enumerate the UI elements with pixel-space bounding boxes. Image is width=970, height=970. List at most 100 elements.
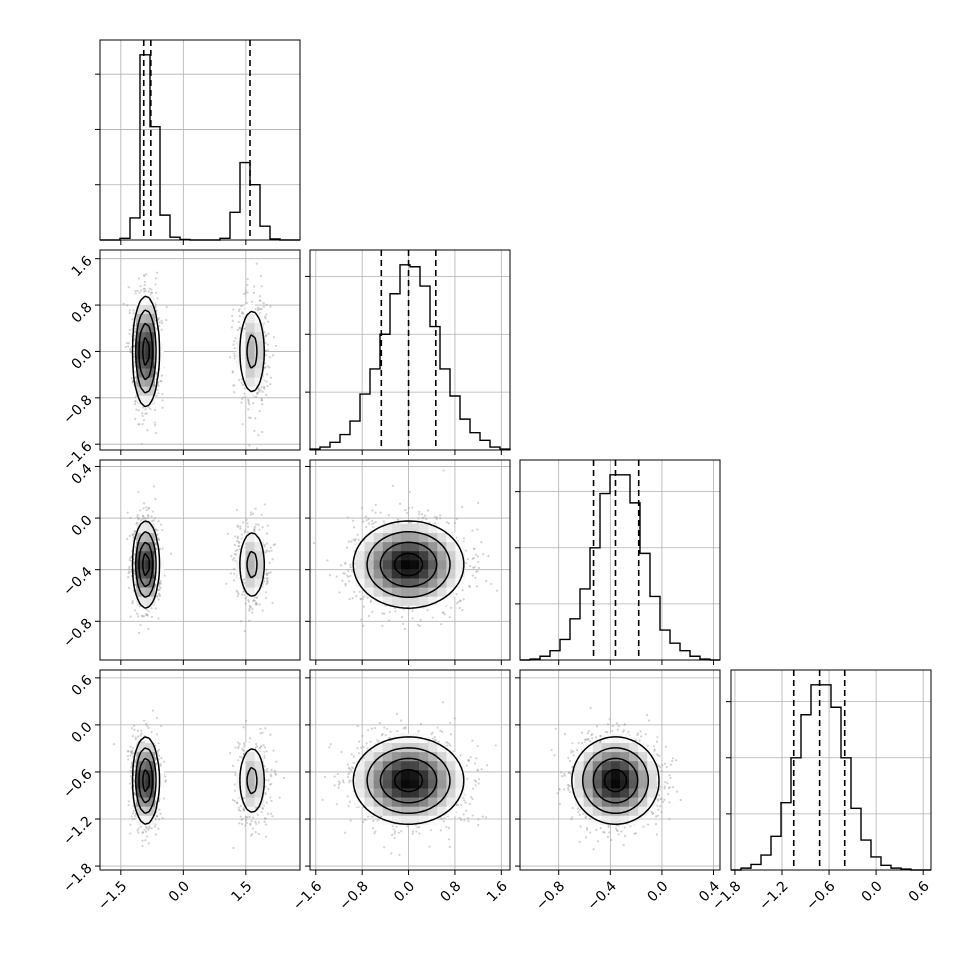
scatter-point (241, 423, 244, 426)
contour-line (131, 520, 266, 609)
scatter-point (468, 585, 472, 588)
density-cell (145, 340, 155, 351)
panel-frame (519, 459, 721, 661)
density-cell (373, 560, 384, 570)
scatter-point (258, 528, 261, 531)
scatter-point (154, 277, 157, 280)
scatter-point (242, 292, 246, 296)
scatter-point (374, 511, 377, 514)
scatter-point (134, 400, 137, 403)
density-cell (428, 523, 438, 534)
density-cell (145, 560, 155, 570)
scatter-point (133, 545, 137, 548)
scatter-point (241, 312, 244, 315)
scatter-point (238, 326, 241, 330)
density-cell (136, 350, 146, 360)
scatter-point (233, 352, 236, 355)
density-cell (428, 596, 438, 606)
scatter-point (136, 612, 139, 615)
contour-line (142, 337, 151, 366)
scatter-point (312, 541, 316, 545)
scatter-point (237, 808, 240, 812)
scatter-point (353, 539, 357, 542)
density-cell (391, 596, 402, 606)
scatter-point (262, 302, 265, 305)
scatter-point (351, 570, 354, 573)
density-cell (400, 569, 411, 579)
scatter-point (253, 528, 256, 532)
scatter-point (230, 326, 234, 329)
scatter-point (144, 830, 148, 833)
scatter-point (251, 512, 255, 515)
scatter-point (349, 563, 352, 566)
scatter-point (351, 519, 355, 522)
scatter-point (265, 542, 269, 545)
scatter-point (251, 611, 254, 614)
density-cell (410, 596, 420, 606)
density-cell (254, 368, 264, 378)
scatter-point (241, 593, 244, 596)
scatter-point (137, 615, 140, 618)
density-cell (145, 569, 155, 579)
scatter-point (156, 594, 159, 598)
scatter-point (459, 599, 462, 602)
density-cell (437, 569, 447, 579)
scatter-point (456, 602, 459, 605)
scatter-point (270, 549, 273, 552)
scatter-point (155, 327, 158, 330)
density-cell (382, 596, 393, 606)
scatter-point (157, 520, 160, 523)
scatter-point (232, 384, 235, 387)
scatter-point (252, 599, 255, 603)
scatter-point (160, 380, 163, 383)
scatter-point (158, 585, 161, 588)
scatter-point (160, 523, 163, 526)
scatter-point (126, 304, 129, 307)
density-cell (391, 560, 402, 570)
scatter-point (134, 327, 137, 330)
scatter-point (142, 507, 145, 510)
scatter-point (495, 589, 499, 592)
scatter-point (263, 331, 266, 334)
histogram-panel-0 (95, 39, 301, 245)
scatter-point (159, 586, 162, 590)
scatter-point (267, 779, 270, 782)
scatter-point (244, 289, 248, 292)
scatter-point (263, 543, 266, 547)
density-cell (437, 596, 447, 606)
density-cell (400, 523, 411, 534)
scatter-point (247, 408, 250, 411)
scatter-point (235, 540, 239, 543)
scatter-point (240, 533, 243, 536)
scatter-point (142, 615, 146, 618)
scatter-point (129, 775, 133, 778)
scatter-point (382, 520, 386, 523)
scatter-point (143, 283, 146, 287)
scatter-point (349, 574, 352, 578)
scatter-point (156, 595, 159, 598)
scatter-point (155, 716, 159, 719)
scatter-point (163, 760, 166, 763)
scatter-point (238, 308, 241, 311)
density-cell (254, 578, 264, 588)
scatter-point (154, 762, 158, 765)
scatter-point (265, 572, 268, 575)
density-cell (236, 560, 246, 570)
density-cell (364, 578, 374, 588)
density-cell (455, 541, 465, 552)
scatter-point (125, 341, 128, 345)
scatter-point (258, 299, 261, 302)
scatter-point (127, 750, 130, 753)
scatter-point (273, 543, 277, 546)
scatter-point (411, 506, 414, 509)
scatter-point (465, 561, 468, 565)
density-cell (136, 569, 146, 579)
scatter-point (127, 286, 130, 289)
scatter-point (263, 503, 266, 506)
scatter-point (159, 580, 162, 583)
scatter-point (138, 423, 141, 426)
scatter-point (371, 509, 374, 512)
scatter-point (422, 516, 425, 520)
scatter-point (133, 334, 136, 337)
scatter-point (159, 582, 162, 585)
